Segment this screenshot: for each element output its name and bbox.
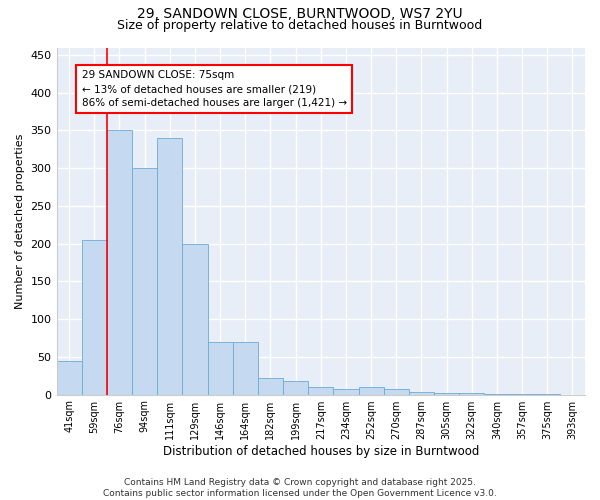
Bar	[434, 393, 459, 394]
Bar	[208, 342, 233, 394]
Bar	[459, 393, 484, 394]
Bar	[308, 387, 334, 394]
Y-axis label: Number of detached properties: Number of detached properties	[15, 134, 25, 308]
Bar	[157, 138, 182, 394]
X-axis label: Distribution of detached houses by size in Burntwood: Distribution of detached houses by size …	[163, 444, 479, 458]
Bar	[409, 392, 434, 394]
Text: Contains HM Land Registry data © Crown copyright and database right 2025.
Contai: Contains HM Land Registry data © Crown c…	[103, 478, 497, 498]
Bar	[233, 342, 258, 394]
Bar	[359, 387, 383, 394]
Bar	[107, 130, 132, 394]
Bar	[334, 388, 359, 394]
Bar	[82, 240, 107, 394]
Bar	[283, 381, 308, 394]
Bar	[132, 168, 157, 394]
Bar	[383, 388, 409, 394]
Bar	[182, 244, 208, 394]
Bar	[56, 360, 82, 394]
Text: Size of property relative to detached houses in Burntwood: Size of property relative to detached ho…	[118, 18, 482, 32]
Text: 29, SANDOWN CLOSE, BURNTWOOD, WS7 2YU: 29, SANDOWN CLOSE, BURNTWOOD, WS7 2YU	[137, 8, 463, 22]
Text: 29 SANDOWN CLOSE: 75sqm
← 13% of detached houses are smaller (219)
86% of semi-d: 29 SANDOWN CLOSE: 75sqm ← 13% of detache…	[82, 70, 347, 108]
Bar	[258, 378, 283, 394]
